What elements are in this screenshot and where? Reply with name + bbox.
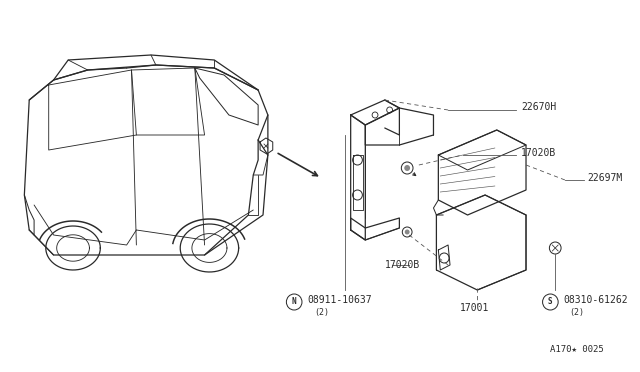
Text: A170★ 0025: A170★ 0025 — [550, 346, 604, 355]
Text: 22697M: 22697M — [588, 173, 623, 183]
Text: N: N — [292, 298, 296, 307]
Text: 22670H: 22670H — [521, 102, 556, 112]
Text: 08310-61262: 08310-61262 — [563, 295, 628, 305]
Text: S: S — [548, 298, 553, 307]
Text: 17001: 17001 — [460, 303, 489, 313]
Text: 17020B: 17020B — [385, 260, 420, 270]
Text: 08911-10637: 08911-10637 — [308, 295, 372, 305]
Text: (2): (2) — [569, 308, 584, 317]
Text: (2): (2) — [315, 308, 330, 317]
Circle shape — [404, 165, 410, 171]
Circle shape — [404, 230, 410, 234]
Text: 17020B: 17020B — [521, 148, 556, 158]
